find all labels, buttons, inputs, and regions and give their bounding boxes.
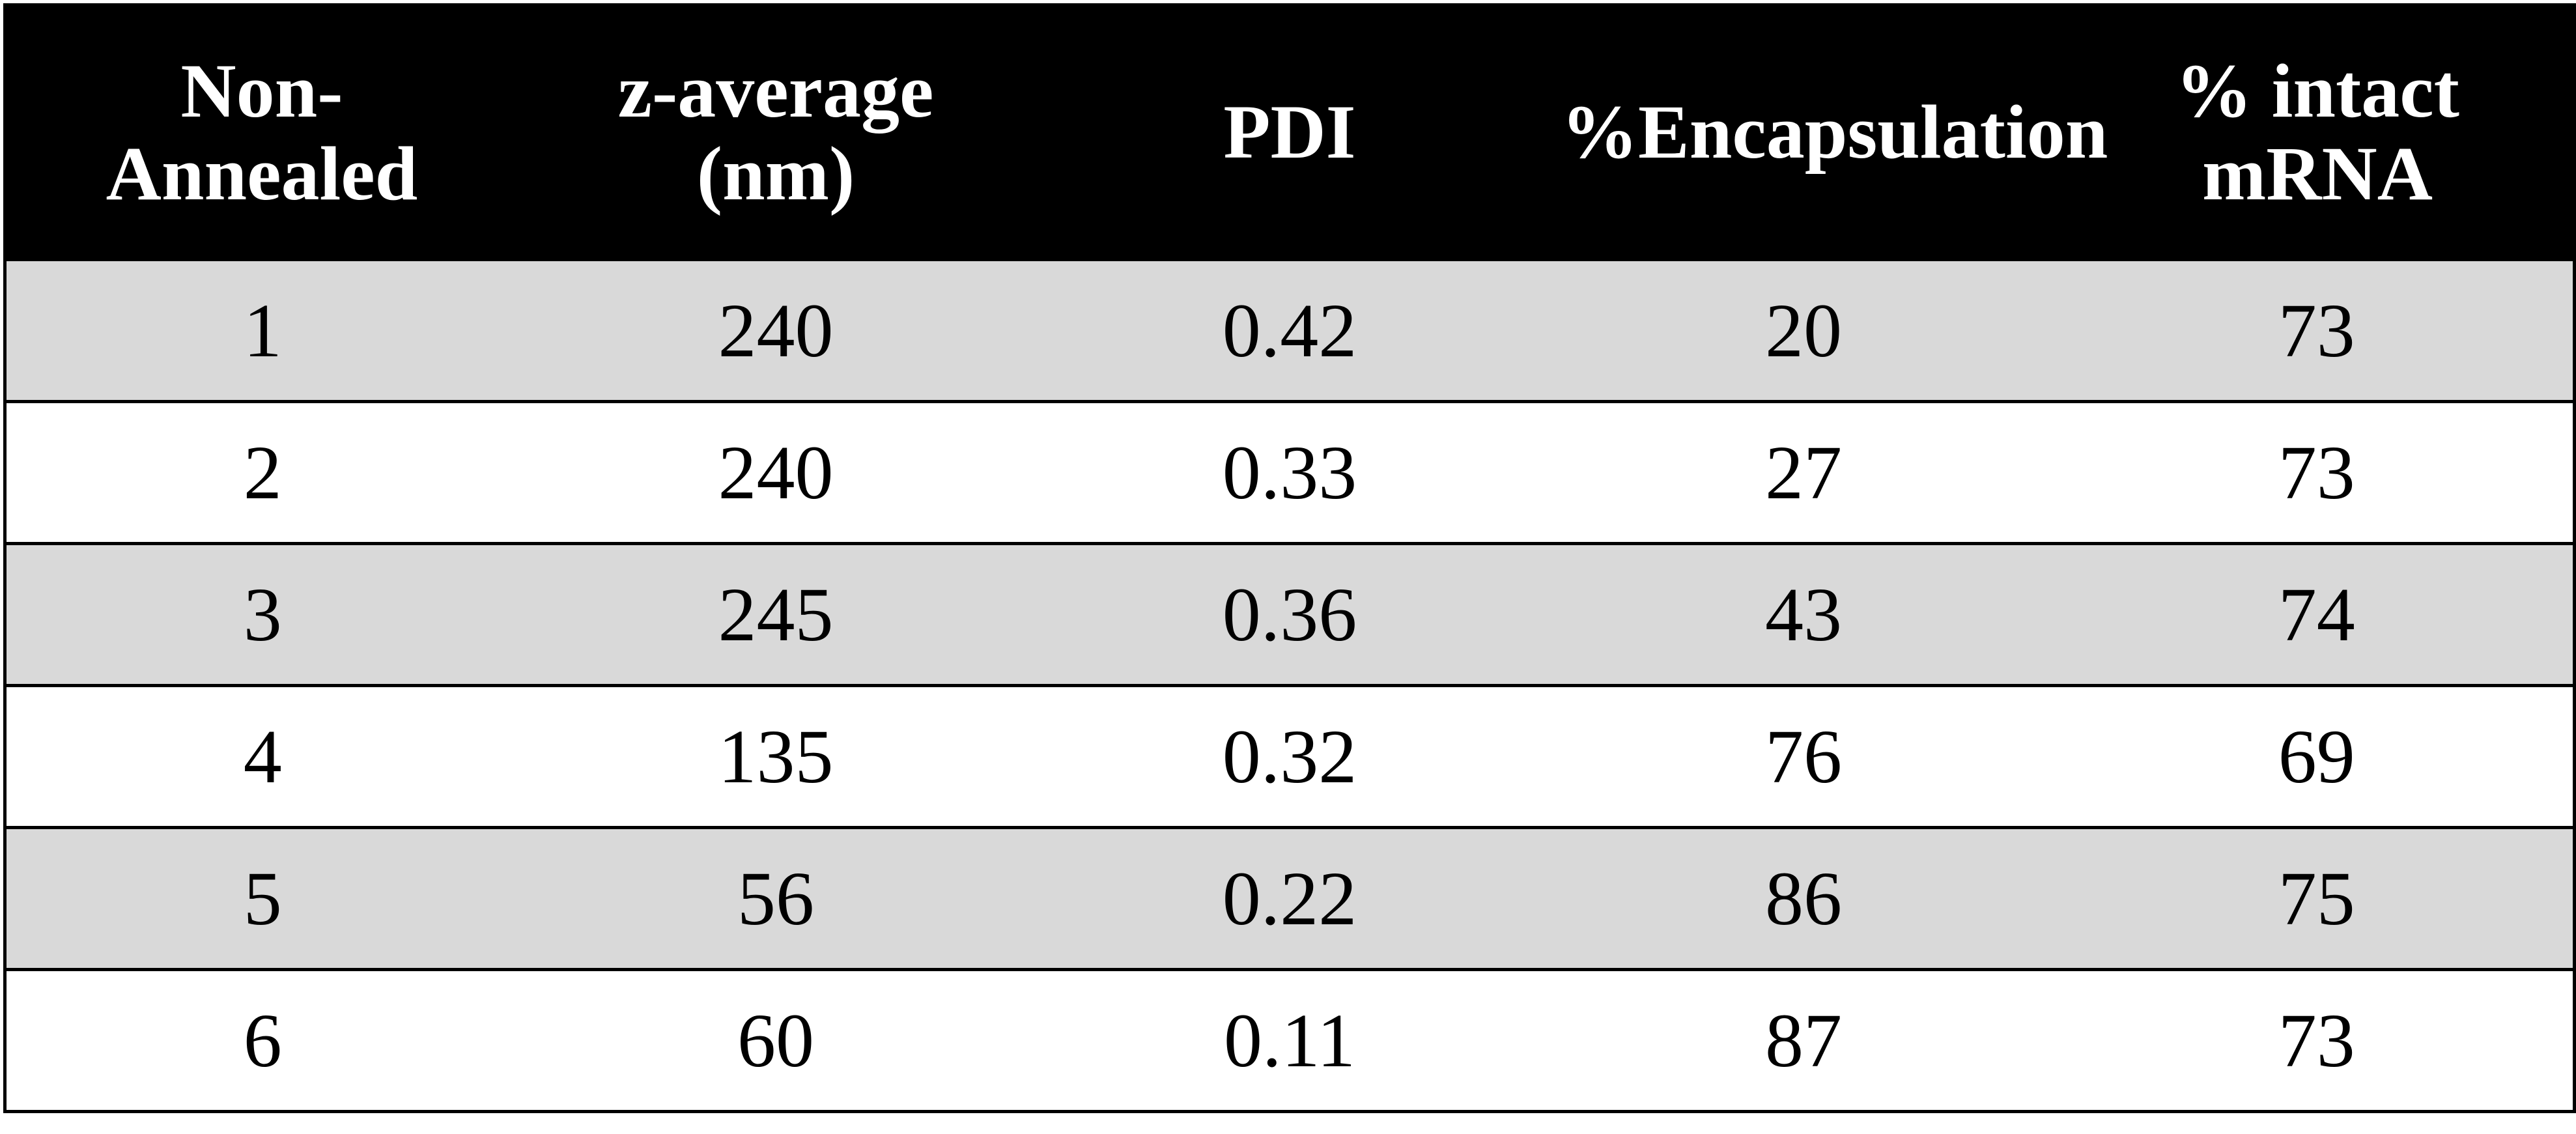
table-cell: 0.42 (1032, 258, 1547, 403)
table-cell: 245 (518, 542, 1033, 687)
table-cell: 75 (2060, 826, 2576, 971)
table-cell: 73 (2060, 968, 2576, 1113)
header-intact-mrna: % intact mRNA (2059, 3, 2576, 261)
table-cell: 60 (518, 968, 1033, 1113)
table-row: 1 240 0.42 20 73 (3, 258, 2576, 403)
table-row: 4 135 0.32 76 69 (3, 684, 2576, 829)
table-cell: 27 (1546, 400, 2061, 545)
table-cell: 3 (3, 542, 519, 687)
table-header-row: Non- Annealed z-average (nm) PDI %Encaps… (3, 3, 2576, 261)
table-cell: 87 (1546, 968, 2061, 1113)
table-cell: 135 (518, 684, 1033, 829)
table-cell: 73 (2060, 400, 2576, 545)
table-row: 2 240 0.33 27 73 (3, 400, 2576, 545)
table-cell: 4 (3, 684, 519, 829)
table-cell: 6 (3, 968, 519, 1113)
table-cell: 240 (518, 258, 1033, 403)
table-cell: 0.22 (1032, 826, 1547, 971)
table-cell: 86 (1546, 826, 2061, 971)
results-table: Non- Annealed z-average (nm) PDI %Encaps… (3, 3, 2576, 1113)
table-cell: 0.36 (1032, 542, 1547, 687)
table-row: 5 56 0.22 86 75 (3, 826, 2576, 971)
table-cell: 1 (3, 258, 519, 403)
table-cell: 73 (2060, 258, 2576, 403)
table-cell: 20 (1546, 258, 2061, 403)
header-z-average: z-average (nm) (517, 3, 1034, 261)
table-cell: 0.11 (1032, 968, 1547, 1113)
table-cell: 43 (1546, 542, 2061, 687)
table-row: 6 60 0.11 87 73 (3, 968, 2576, 1113)
header-pdi: PDI (1031, 3, 1548, 261)
table-cell: 76 (1546, 684, 2061, 829)
table-cell: 74 (2060, 542, 2576, 687)
table-cell: 69 (2060, 684, 2576, 829)
header-non-annealed: Non- Annealed (3, 3, 520, 261)
table-cell: 2 (3, 400, 519, 545)
header-encapsulation: %Encapsulation (1545, 3, 2108, 261)
table-cell: 0.32 (1032, 684, 1547, 829)
table-cell: 0.33 (1032, 400, 1547, 545)
table-cell: 5 (3, 826, 519, 971)
table-cell: 240 (518, 400, 1033, 545)
table-row: 3 245 0.36 43 74 (3, 542, 2576, 687)
table-cell: 56 (518, 826, 1033, 971)
